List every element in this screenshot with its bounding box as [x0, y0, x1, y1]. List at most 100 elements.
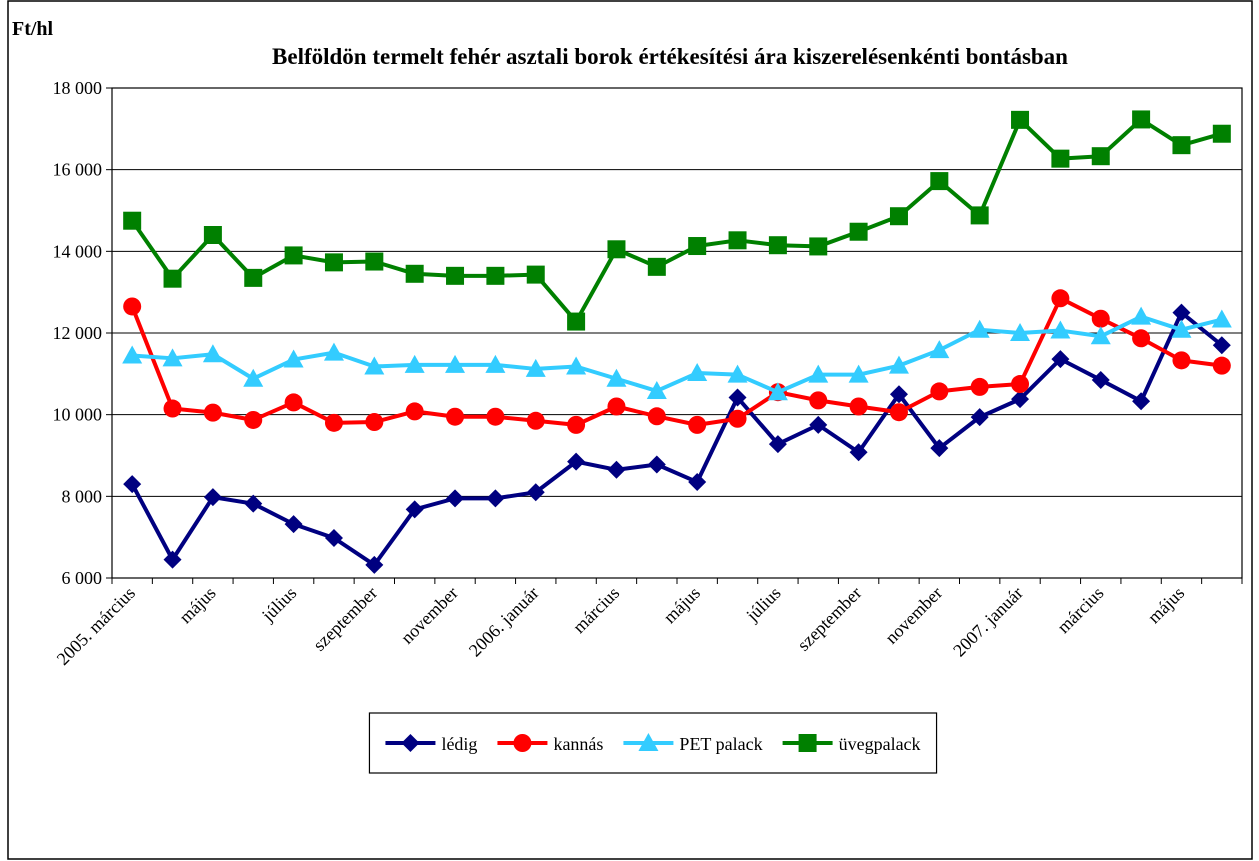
marker	[324, 528, 343, 547]
marker	[889, 385, 908, 404]
chart-title: Belföldön termelt fehér asztali borok ér…	[272, 44, 1068, 69]
legend-item: kannás	[497, 734, 603, 754]
marker	[324, 413, 343, 432]
x-tick-label: 2006. január	[465, 583, 543, 661]
marker	[809, 415, 828, 434]
marker	[687, 363, 708, 382]
marker	[244, 410, 263, 429]
marker	[122, 345, 143, 364]
marker	[1091, 309, 1110, 328]
marker	[848, 364, 869, 383]
marker	[607, 397, 626, 416]
x-tick-label: 2005. március	[53, 583, 139, 669]
y-tick-label: 6 000	[62, 568, 103, 588]
marker	[123, 211, 142, 230]
marker	[1172, 136, 1191, 155]
marker	[446, 489, 465, 508]
marker	[244, 268, 263, 287]
marker	[767, 382, 788, 401]
marker	[323, 342, 344, 361]
marker	[123, 297, 142, 316]
marker	[123, 475, 142, 494]
series-line	[130, 296, 1223, 427]
marker	[203, 226, 222, 244]
marker	[526, 483, 545, 502]
marker	[808, 364, 829, 383]
marker	[486, 407, 505, 426]
y-tick-label: 14 000	[53, 241, 103, 261]
marker	[365, 413, 384, 432]
marker	[1051, 289, 1070, 308]
marker	[284, 246, 303, 265]
marker	[485, 354, 506, 373]
marker	[526, 265, 545, 284]
marker	[1172, 351, 1191, 370]
marker	[638, 733, 659, 751]
legend-label: kannás	[553, 734, 603, 754]
marker	[727, 364, 748, 383]
marker	[203, 403, 222, 422]
x-tick-label: 2007. január	[949, 583, 1027, 661]
marker	[1131, 306, 1152, 325]
x-tick-label: november	[397, 583, 462, 648]
marker	[1211, 309, 1232, 328]
marker	[446, 266, 465, 285]
y-tick-label: 8 000	[62, 486, 103, 506]
marker	[889, 207, 908, 226]
marker	[1132, 110, 1151, 129]
x-tick-label: november	[881, 583, 946, 648]
x-tick-label: május	[1144, 583, 1189, 628]
marker	[243, 368, 264, 387]
marker	[1011, 375, 1030, 394]
marker	[1010, 323, 1031, 341]
marker	[929, 340, 950, 359]
marker	[1212, 336, 1231, 355]
y-tick-label: 12 000	[53, 323, 103, 343]
legend-label: lédig	[441, 734, 477, 754]
marker	[202, 344, 223, 363]
marker	[446, 407, 465, 426]
marker	[163, 399, 182, 418]
y-axis-label: Ft/hl	[12, 18, 54, 40]
marker	[1051, 350, 1070, 369]
marker	[889, 403, 908, 422]
marker	[728, 231, 747, 250]
marker	[688, 415, 707, 434]
marker	[1172, 303, 1191, 322]
marker	[888, 355, 909, 374]
marker	[849, 397, 868, 416]
marker	[930, 439, 949, 458]
marker	[567, 452, 586, 471]
x-tick-label: május	[175, 583, 220, 628]
marker	[606, 368, 627, 387]
marker	[1091, 370, 1110, 389]
series-line	[130, 310, 1224, 567]
marker	[1050, 320, 1071, 339]
marker	[809, 391, 828, 410]
marker	[404, 354, 425, 373]
marker	[365, 252, 384, 271]
x-tick-label: szeptember	[309, 583, 381, 655]
marker	[1132, 329, 1151, 348]
x-tick-label: május	[659, 583, 704, 628]
legend-label: üvegpalack	[839, 734, 921, 754]
marker	[1091, 147, 1110, 166]
marker	[525, 358, 546, 377]
marker	[970, 206, 989, 225]
marker	[728, 388, 747, 407]
marker	[401, 734, 420, 752]
series-line	[132, 314, 1223, 395]
marker	[405, 402, 424, 421]
marker	[405, 264, 424, 283]
marker	[284, 393, 303, 412]
x-tick-label: szeptember	[793, 583, 865, 655]
marker	[284, 515, 303, 534]
marker	[647, 257, 666, 276]
marker	[969, 319, 990, 338]
marker	[324, 253, 343, 272]
marker	[244, 494, 263, 513]
y-tick-label: 16 000	[53, 160, 103, 180]
marker	[1011, 110, 1030, 129]
marker	[365, 555, 384, 574]
